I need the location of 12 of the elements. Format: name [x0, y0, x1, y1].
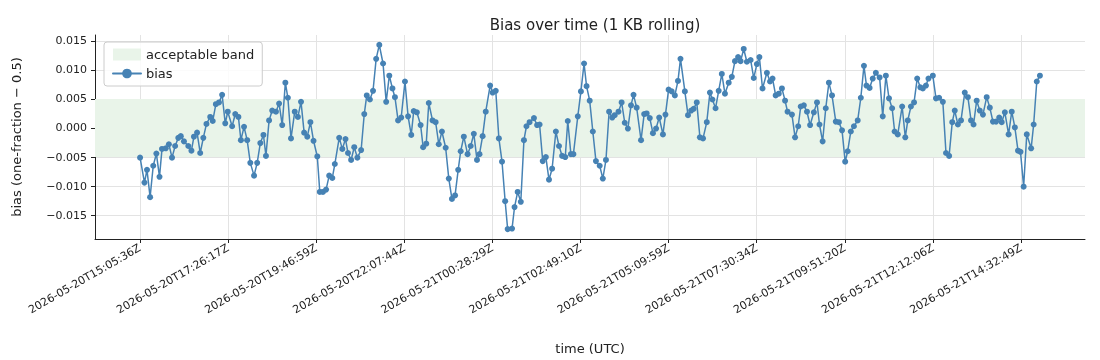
- y-tick-label: −0.010: [46, 179, 87, 193]
- x-axis-title: time (UTC): [555, 341, 625, 356]
- y-tick-label: −0.015: [46, 208, 87, 222]
- y-tick-label: 0.015: [55, 34, 87, 48]
- legend-label: acceptable band: [146, 47, 255, 62]
- legend-label: bias: [146, 66, 173, 81]
- y-tick-label: 0.000: [55, 121, 87, 135]
- y-tick-label: 0.010: [55, 63, 87, 77]
- chart-title: Bias over time (1 KB rolling): [489, 15, 701, 34]
- y-tick-label: 0.005: [55, 92, 87, 106]
- y-axis-title: bias (one-fraction − 0.5): [9, 57, 24, 217]
- y-tick-label: −0.005: [46, 150, 87, 164]
